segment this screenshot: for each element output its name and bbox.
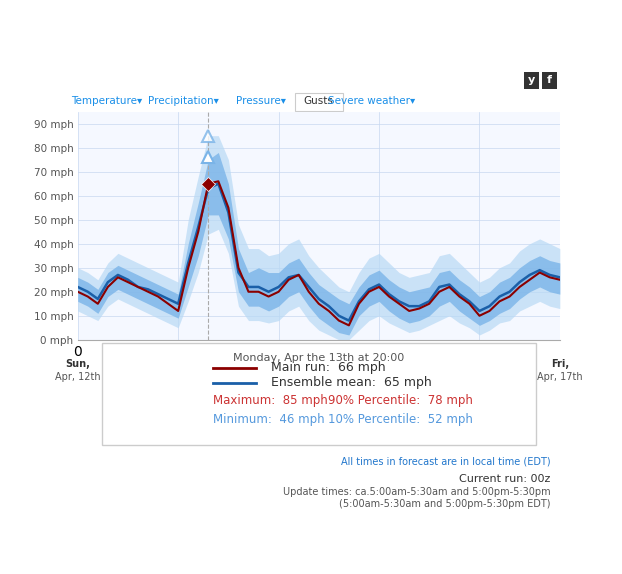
Text: Tue,: Tue,	[259, 359, 282, 369]
FancyBboxPatch shape	[102, 343, 536, 444]
FancyBboxPatch shape	[524, 72, 539, 89]
Text: Wed,: Wed,	[353, 359, 381, 369]
Text: Ensemble mean:  65 mph: Ensemble mean: 65 mph	[271, 376, 431, 389]
Text: Maximum:  85 mph: Maximum: 85 mph	[213, 394, 327, 407]
Text: Fri,: Fri,	[550, 359, 569, 369]
Text: Apr, 13th: Apr, 13th	[151, 372, 197, 382]
Text: Temperature▾: Temperature▾	[71, 96, 142, 106]
Text: Sun,: Sun,	[65, 359, 90, 369]
Text: Apr, 17th: Apr, 17th	[537, 372, 583, 382]
Text: Current run: 00z: Current run: 00z	[459, 474, 550, 484]
FancyBboxPatch shape	[542, 72, 557, 89]
Text: Apr, 14th: Apr, 14th	[248, 372, 294, 382]
Text: Update times: ca.5:00am-5:30am and 5:00pm-5:30pm: Update times: ca.5:00am-5:30am and 5:00p…	[282, 487, 550, 497]
Text: Apr, 16th: Apr, 16th	[440, 372, 486, 382]
Text: 90% Percentile:  78 mph: 90% Percentile: 78 mph	[328, 394, 473, 407]
Text: Main run:  66 mph: Main run: 66 mph	[271, 361, 385, 374]
Text: Precipitation▾: Precipitation▾	[149, 96, 219, 106]
Text: Apr, 12th: Apr, 12th	[55, 372, 101, 382]
Text: Mon,: Mon,	[160, 359, 188, 369]
Text: Thu,: Thu,	[451, 359, 476, 369]
Text: 10% Percentile:  52 mph: 10% Percentile: 52 mph	[328, 413, 473, 426]
Text: ECMWF Ensemble Forecast for Rockland: ECMWF Ensemble Forecast for Rockland	[87, 73, 432, 88]
Text: Severe weather▾: Severe weather▾	[328, 96, 415, 106]
Text: Apr, 15th: Apr, 15th	[344, 372, 390, 382]
Text: All times in forecast are in local time (EDT): All times in forecast are in local time …	[340, 456, 550, 466]
Text: Gusts: Gusts	[304, 96, 334, 106]
FancyBboxPatch shape	[295, 93, 343, 111]
Text: Minimum:  46 mph: Minimum: 46 mph	[213, 413, 324, 426]
Text: (5:00am-5:30am and 5:00pm-5:30pm EDT): (5:00am-5:30am and 5:00pm-5:30pm EDT)	[338, 499, 550, 509]
Text: Monday, Apr the 13th at 20:00: Monday, Apr the 13th at 20:00	[233, 352, 404, 363]
Text: Pressure▾: Pressure▾	[236, 96, 286, 106]
Text: y: y	[527, 75, 535, 86]
Text: f: f	[547, 75, 552, 86]
